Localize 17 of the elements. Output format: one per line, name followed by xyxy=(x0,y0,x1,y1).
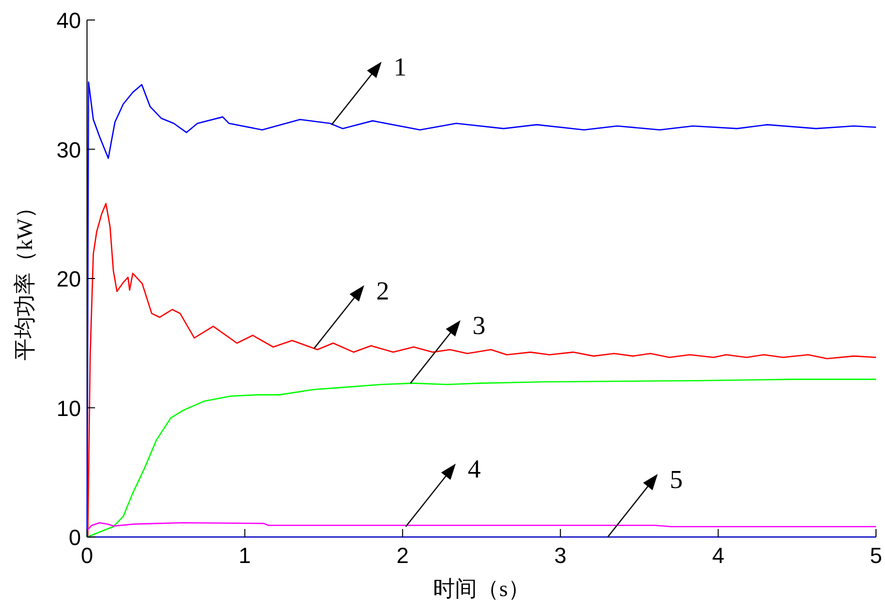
y-tick-label: 30 xyxy=(56,137,81,162)
y-axis-title: 平均功率（kW） xyxy=(12,196,37,360)
x-axis-title: 时间（s） xyxy=(433,576,530,601)
x-tick-label: 3 xyxy=(554,543,567,568)
annotation: 5 xyxy=(670,465,683,494)
y-tick-label: 0 xyxy=(68,525,81,550)
annotation: 1 xyxy=(394,52,407,82)
y-tick-label: 40 xyxy=(56,8,81,33)
annotation: 3 xyxy=(472,311,486,340)
x-tick-label: 2 xyxy=(396,543,409,568)
annotation: 4 xyxy=(468,454,481,484)
x-tick-label: 4 xyxy=(712,543,724,568)
y-tick-label: 10 xyxy=(56,396,81,421)
x-tick-label: 5 xyxy=(870,543,882,568)
y-tick-label: 20 xyxy=(56,266,81,292)
x-tick-label: 1 xyxy=(238,543,251,568)
annotation: 2 xyxy=(376,276,390,306)
